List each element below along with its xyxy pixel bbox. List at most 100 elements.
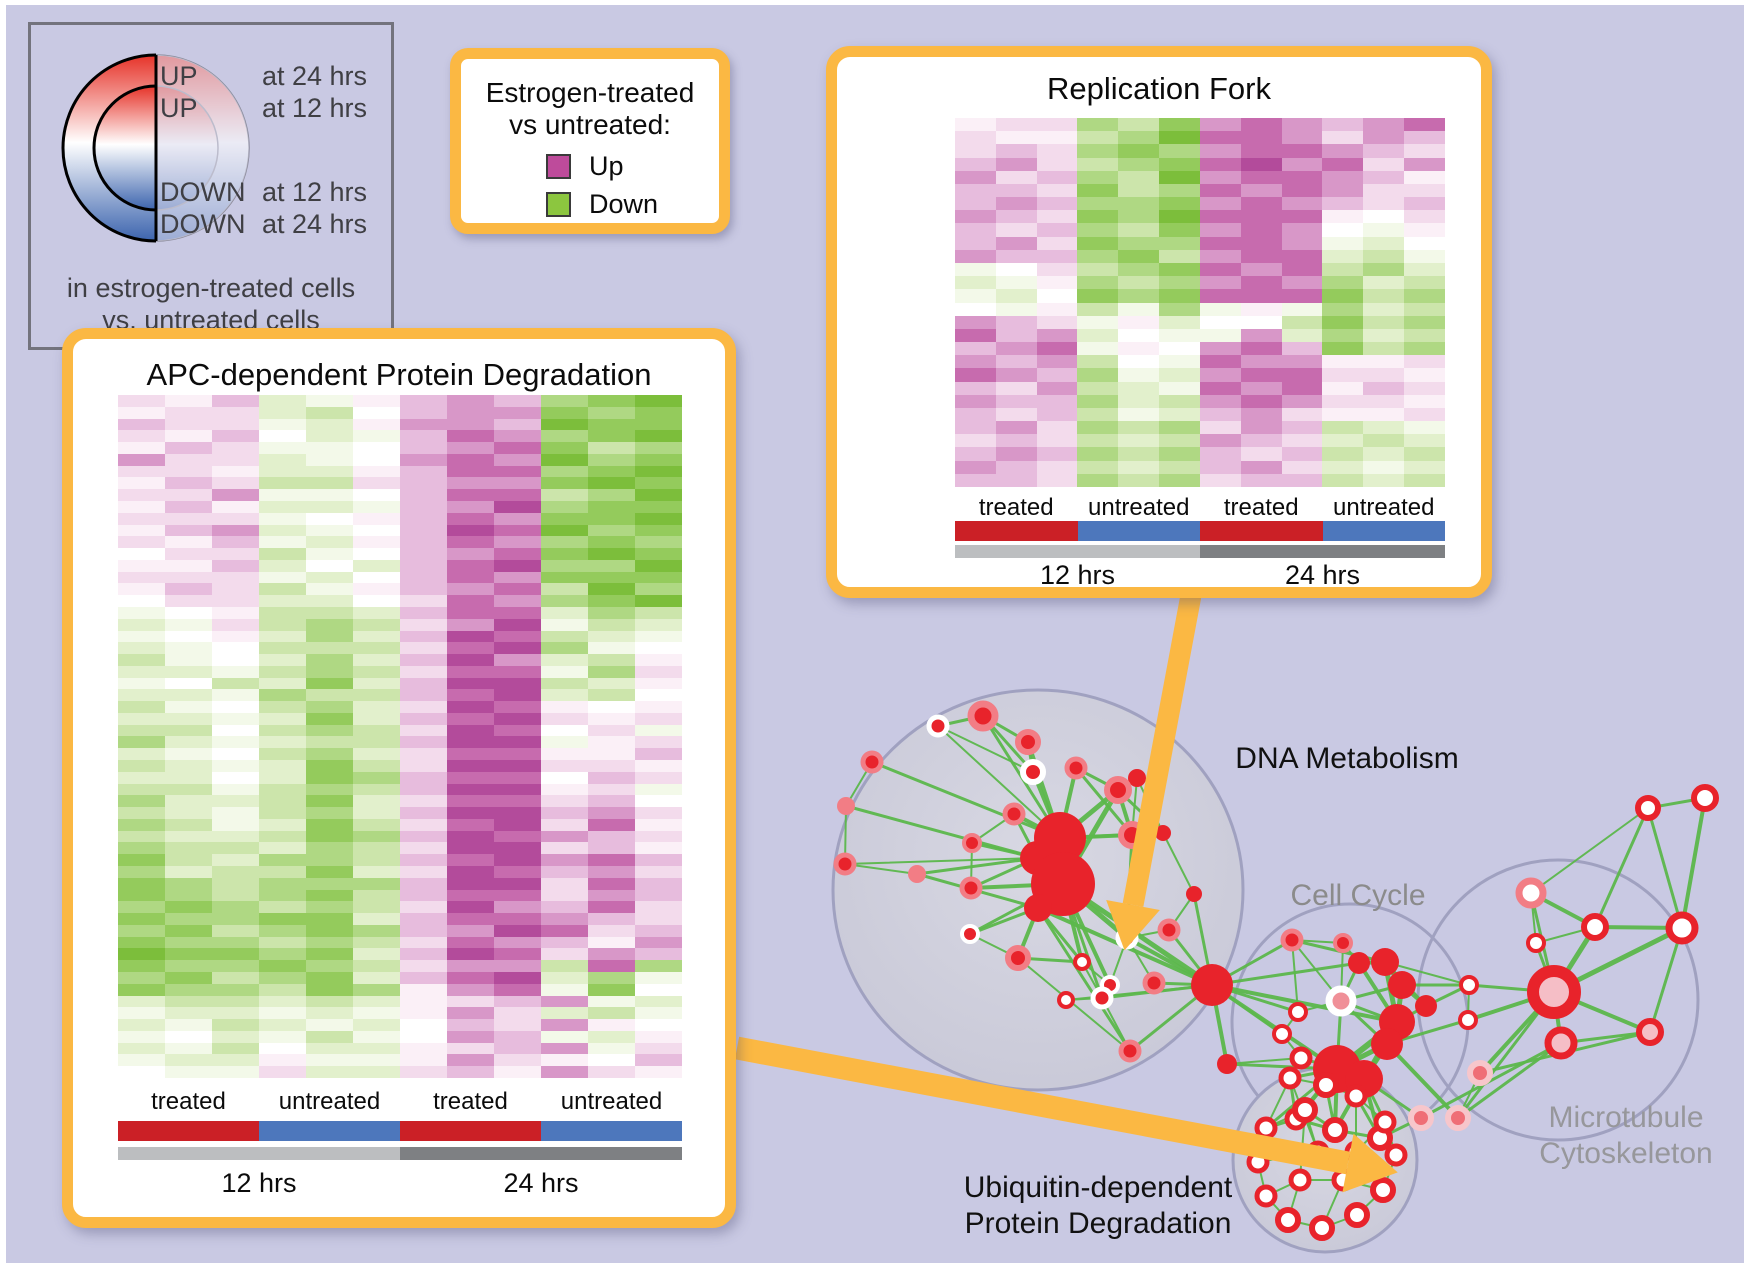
heatmap-cell: [447, 701, 494, 713]
heatmap-cell: [1404, 276, 1445, 290]
heatmap-cell: [494, 524, 541, 537]
heatmap-cell: [635, 818, 682, 831]
heatmap-cell: [306, 1042, 353, 1055]
heatmap-cell: [447, 477, 494, 490]
heatmap-cell: [635, 512, 682, 525]
heatmap-cell: [353, 642, 400, 655]
group-label-treated-2: treated: [1223, 494, 1299, 521]
heatmap-cell: [995, 473, 1037, 487]
heatmap-cell: [165, 983, 212, 996]
heatmap-cell: [635, 889, 682, 902]
heatmap-cell: [447, 595, 494, 607]
heatmap-cell: [400, 783, 447, 796]
heatmap-cell: [635, 1019, 682, 1031]
heatmap-cell: [1199, 421, 1241, 435]
heatmap-cell: [259, 677, 306, 690]
network-node-sr: [1388, 971, 1416, 999]
heatmap-cell: [635, 948, 682, 961]
heatmap-cell: [588, 960, 635, 973]
heatmap-cell: [1363, 447, 1405, 461]
heatmap-cell: [212, 795, 259, 808]
heatmap-cell: [494, 630, 541, 643]
heatmap-cell: [1322, 144, 1364, 158]
heatmap-cell: [400, 595, 447, 607]
heatmap-cell: [118, 477, 165, 490]
heatmap-cell: [118, 689, 165, 702]
heatmap-cell: [353, 889, 400, 902]
heatmap-cell: [635, 736, 682, 749]
heatmap-cell: [955, 157, 996, 171]
heatmap-cell: [635, 442, 682, 454]
heatmap-cell: [259, 854, 306, 867]
heatmap-cell: [635, 677, 682, 690]
heatmap-cell: [1077, 447, 1119, 461]
heatmap-cell: [541, 877, 588, 890]
heatmap-cell: [1240, 421, 1282, 435]
heatmap-cell: [588, 783, 635, 796]
heatmap-cell: [1077, 302, 1119, 316]
heatmap-cell: [1077, 157, 1119, 171]
heatmap-cell: [1281, 131, 1323, 145]
heatmap-cell: [588, 442, 635, 454]
heatmap-cell: [635, 901, 682, 914]
heatmap-cell: [353, 842, 400, 855]
updown-item-down-label: Down: [589, 189, 659, 219]
heatmap-cell: [306, 748, 353, 761]
heatmap-cell: [635, 995, 682, 1008]
heatmap-cell: [118, 548, 165, 560]
heatmap-cell: [353, 948, 400, 961]
heatmap-cell: [541, 1030, 588, 1043]
heatmap-cell: [1118, 381, 1160, 395]
arrow-apc-to-ubiquitin-head-icon: [1342, 1133, 1398, 1193]
heatmap-cell: [400, 724, 447, 737]
treated-bar: [955, 521, 1078, 541]
heatmap-cell: [118, 583, 165, 596]
network-node-wr: [926, 714, 950, 738]
heatmap-cell: [1159, 407, 1200, 422]
heatmap-cell: [635, 712, 682, 725]
heatmap-cell: [118, 524, 165, 537]
heatmap-cell: [1036, 447, 1078, 461]
heatmap-cell: [165, 889, 212, 902]
heatmap-cell: [306, 665, 353, 678]
heatmap-cell: [212, 430, 259, 443]
heatmap-cell: [165, 689, 212, 702]
heatmap-cell: [1118, 407, 1160, 422]
heatmap-cell: [1118, 197, 1160, 211]
heatmap-cell: [1240, 183, 1282, 198]
heatmap-cell: [353, 677, 400, 690]
network-node-pw: [1515, 877, 1547, 909]
heatmap-cell: [353, 689, 400, 702]
heatmap-cell: [118, 395, 165, 407]
heatmap-cell: [1118, 170, 1160, 184]
regulation-legend: UP at 24 hrs UP at 12 hrs DOWN at 12 hrs…: [28, 22, 394, 350]
heatmap-cell: [447, 771, 494, 784]
heatmap-cell: [306, 618, 353, 631]
network-edge: [1530, 807, 1649, 894]
heatmap-cell: [541, 1066, 588, 1078]
heatmap-cell: [1118, 394, 1160, 408]
heatmap-cell: [494, 665, 541, 678]
heatmap-cell: [1240, 302, 1282, 316]
heatmap-cell: [165, 583, 212, 596]
heatmap-cell: [400, 689, 447, 702]
heatmap-cell: [259, 418, 306, 431]
heatmap-cell: [1118, 289, 1160, 303]
network-edge: [844, 863, 918, 875]
network-edge: [937, 725, 1061, 839]
heatmap-cell: [118, 936, 165, 949]
heatmap-cell: [212, 818, 259, 831]
heatmap-cell: [1077, 434, 1119, 448]
heatmap-cell: [1159, 157, 1200, 171]
heatmap-cell: [165, 571, 212, 584]
heatmap-cell: [353, 1054, 400, 1067]
heatmap-cell: [165, 913, 212, 925]
heatmap-cell: [995, 368, 1037, 382]
heatmap-cell: [259, 1066, 306, 1078]
heatmap-cell: [494, 559, 541, 572]
heatmap-cell: [212, 972, 259, 984]
heatmap-cell: [400, 1054, 447, 1067]
heatmap-cell: [306, 418, 353, 431]
heatmap-cell: [494, 948, 541, 961]
heatmap-cell: [212, 689, 259, 702]
